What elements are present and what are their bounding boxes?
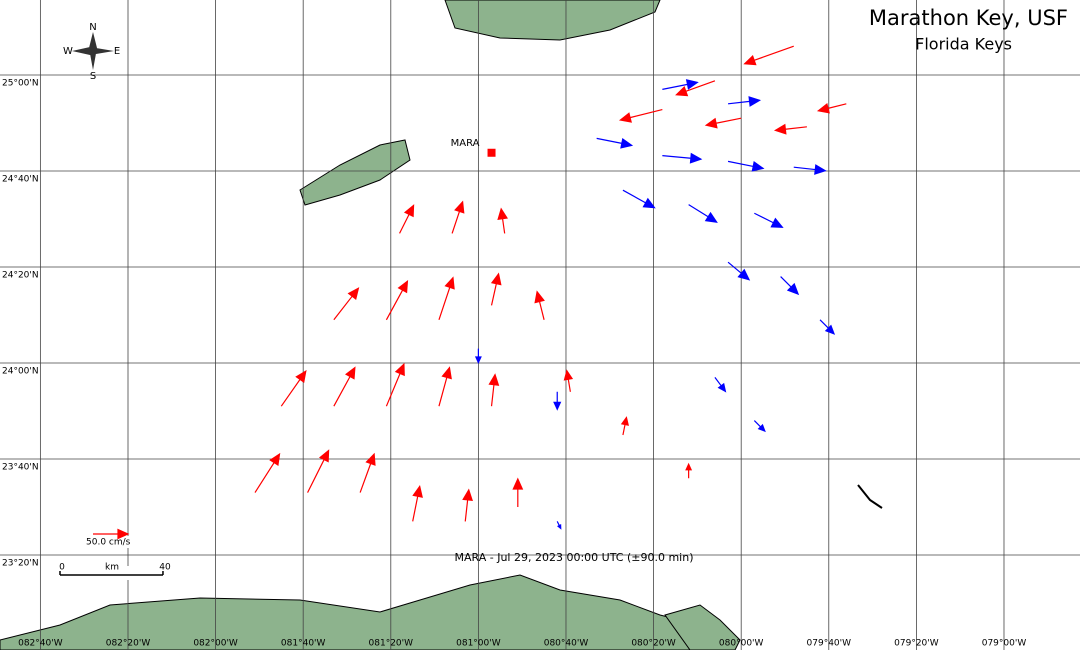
current-vector bbox=[556, 521, 562, 530]
current-vector bbox=[497, 207, 508, 234]
current-vector bbox=[490, 272, 502, 306]
lat-label: 24°00'N bbox=[2, 367, 39, 377]
current-vector bbox=[254, 452, 281, 493]
current-vector bbox=[596, 137, 634, 149]
current-vector bbox=[333, 287, 360, 321]
current-vector bbox=[474, 348, 482, 365]
compass-e: E bbox=[114, 46, 120, 57]
scale-bar-unit: km bbox=[105, 563, 119, 573]
current-vector bbox=[620, 416, 629, 436]
current-vector bbox=[714, 377, 727, 393]
lon-label: 080°20'W bbox=[631, 639, 676, 649]
lat-label: 24°40'N bbox=[2, 174, 39, 184]
lon-label: 081°40'W bbox=[281, 639, 326, 649]
scale-arrow bbox=[93, 528, 130, 540]
lon-label: 081°20'W bbox=[369, 639, 414, 649]
current-vector bbox=[412, 484, 423, 522]
lat-label: 23°40'N bbox=[2, 462, 39, 472]
current-vector bbox=[359, 452, 376, 493]
current-vector bbox=[773, 123, 807, 135]
lat-label: 23°20'N bbox=[2, 559, 39, 569]
current-vector bbox=[451, 200, 465, 234]
current-vector bbox=[727, 160, 765, 172]
lon-label: 082°00'W bbox=[193, 639, 238, 649]
current-vector bbox=[512, 477, 524, 507]
current-vector bbox=[753, 420, 766, 433]
current-vector bbox=[534, 290, 545, 320]
land-florida bbox=[444, 0, 661, 41]
current-vector bbox=[438, 366, 452, 407]
current-vector bbox=[727, 96, 762, 107]
vectors bbox=[254, 45, 847, 530]
current-vector bbox=[622, 189, 656, 209]
current-vector bbox=[704, 117, 742, 129]
current-vector bbox=[675, 80, 716, 97]
current-vector bbox=[618, 108, 663, 123]
compass-n: N bbox=[89, 22, 96, 33]
current-vector bbox=[563, 369, 574, 392]
lon-label: 079°40'W bbox=[807, 639, 852, 649]
current-vector bbox=[488, 373, 500, 407]
scale-bar-start: 0 bbox=[59, 563, 65, 573]
scale-label-bg bbox=[84, 536, 136, 548]
current-vector bbox=[385, 362, 405, 407]
scale-bar-end: 40 bbox=[159, 563, 171, 573]
title: Marathon Key, USF bbox=[869, 6, 1068, 30]
lat-label: 24°20'N bbox=[2, 271, 39, 281]
scale-bar bbox=[59, 571, 164, 576]
land-keys bbox=[299, 139, 411, 206]
current-vector bbox=[462, 488, 473, 522]
scale-bar-bg bbox=[48, 566, 172, 580]
compass-rose bbox=[72, 32, 114, 70]
compass-w: W bbox=[63, 46, 73, 57]
station-label: MARA bbox=[451, 138, 480, 149]
current-vector bbox=[553, 391, 562, 411]
station-marker bbox=[487, 148, 496, 157]
current-vector bbox=[307, 449, 330, 493]
lat-label: 25°00'N bbox=[2, 79, 39, 89]
current-vector bbox=[727, 261, 751, 281]
current-vector bbox=[793, 164, 827, 175]
current-vector bbox=[819, 319, 836, 335]
current-vector bbox=[662, 152, 703, 164]
caption: MARA - Jul 29, 2023 00:00 UTC (±90.0 min… bbox=[455, 551, 694, 564]
subtitle: Florida Keys bbox=[915, 35, 1012, 54]
current-vector bbox=[685, 462, 693, 479]
current-vector bbox=[385, 280, 409, 321]
current-vector bbox=[438, 276, 455, 320]
current-vector bbox=[780, 276, 800, 296]
scale-arrow-label: 50.0 cm/s bbox=[86, 538, 131, 548]
lon-label: 080°40'W bbox=[544, 639, 589, 649]
compass: N S E W bbox=[63, 22, 120, 82]
lon-label: 082°40'W bbox=[18, 639, 63, 649]
current-vector bbox=[280, 370, 307, 407]
current-vector bbox=[399, 204, 415, 234]
compass-s: S bbox=[90, 71, 96, 82]
lon-label: 081°00'W bbox=[456, 639, 501, 649]
lon-label: 079°20'W bbox=[894, 639, 939, 649]
land-bahamas bbox=[664, 604, 741, 650]
lon-label: 082°20'W bbox=[106, 639, 151, 649]
current-vector bbox=[333, 366, 356, 407]
lon-label: 079°00'W bbox=[982, 639, 1027, 649]
current-vector bbox=[754, 212, 784, 228]
current-vector bbox=[743, 45, 794, 66]
island bbox=[857, 484, 883, 509]
current-vector bbox=[688, 204, 718, 223]
legend: 50.0 cm/s 0 km 40 bbox=[48, 528, 172, 580]
lon-label: 080°00'W bbox=[719, 639, 764, 649]
current-vector bbox=[816, 102, 847, 114]
current-vector bbox=[662, 79, 699, 90]
